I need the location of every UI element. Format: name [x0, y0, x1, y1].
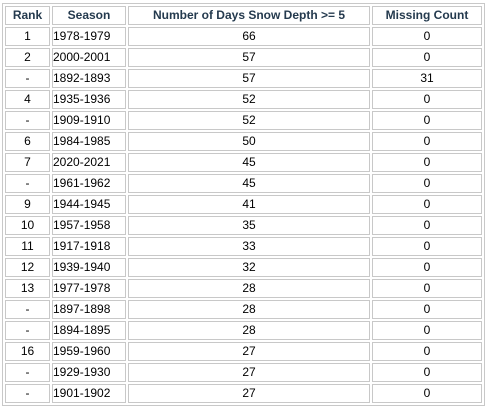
- rank-cell: -: [5, 300, 50, 319]
- days-cell: 45: [128, 153, 370, 172]
- results-table-container: Rank Season Number of Days Snow Depth >=…: [2, 3, 485, 406]
- days-cell: 57: [128, 69, 370, 88]
- missing-count-cell: 31: [372, 69, 482, 88]
- days-cell: 27: [128, 342, 370, 361]
- rank-cell: 10: [5, 216, 50, 235]
- missing-count-cell: 0: [372, 279, 482, 298]
- days-cell: 28: [128, 279, 370, 298]
- column-header-days[interactable]: Number of Days Snow Depth >= 5: [128, 6, 370, 25]
- missing-count-cell: 0: [372, 90, 482, 109]
- rank-cell: 12: [5, 258, 50, 277]
- rank-cell: -: [5, 111, 50, 130]
- rank-cell: -: [5, 174, 50, 193]
- season-cell: 1939-1940: [52, 258, 126, 277]
- rank-cell: -: [5, 321, 50, 340]
- season-cell: 1957-1958: [52, 216, 126, 235]
- table-row: 16 1959-1960 27 0: [5, 342, 482, 361]
- table-row: - 1961-1962 45 0: [5, 174, 482, 193]
- days-cell: 66: [128, 27, 370, 46]
- snow-depth-results-table: Rank Season Number of Days Snow Depth >=…: [2, 3, 485, 406]
- table-row: 10 1957-1958 35 0: [5, 216, 482, 235]
- table-row: 4 1935-1936 52 0: [5, 90, 482, 109]
- table-header-row: Rank Season Number of Days Snow Depth >=…: [5, 6, 482, 25]
- days-cell: 33: [128, 237, 370, 256]
- days-cell: 27: [128, 363, 370, 382]
- days-cell: 52: [128, 111, 370, 130]
- column-header-missing-count[interactable]: Missing Count: [372, 6, 482, 25]
- season-cell: 2000-2001: [52, 48, 126, 67]
- table-row: 9 1944-1945 41 0: [5, 195, 482, 214]
- season-cell: 1984-1985: [52, 132, 126, 151]
- table-row: 13 1977-1978 28 0: [5, 279, 482, 298]
- table-row: 11 1917-1918 33 0: [5, 237, 482, 256]
- missing-count-cell: 0: [372, 27, 482, 46]
- season-cell: 1894-1895: [52, 321, 126, 340]
- days-cell: 50: [128, 132, 370, 151]
- season-cell: 2020-2021: [52, 153, 126, 172]
- days-cell: 52: [128, 90, 370, 109]
- missing-count-cell: 0: [372, 132, 482, 151]
- missing-count-cell: 0: [372, 384, 482, 403]
- missing-count-cell: 0: [372, 111, 482, 130]
- season-cell: 1901-1902: [52, 384, 126, 403]
- rank-cell: 6: [5, 132, 50, 151]
- missing-count-cell: 0: [372, 258, 482, 277]
- missing-count-cell: 0: [372, 48, 482, 67]
- season-cell: 1977-1978: [52, 279, 126, 298]
- season-cell: 1917-1918: [52, 237, 126, 256]
- season-cell: 1961-1962: [52, 174, 126, 193]
- table-row: 1 1978-1979 66 0: [5, 27, 482, 46]
- days-cell: 35: [128, 216, 370, 235]
- missing-count-cell: 0: [372, 195, 482, 214]
- rank-cell: 1: [5, 27, 50, 46]
- missing-count-cell: 0: [372, 321, 482, 340]
- season-cell: 1929-1930: [52, 363, 126, 382]
- days-cell: 27: [128, 384, 370, 403]
- table-row: - 1897-1898 28 0: [5, 300, 482, 319]
- rank-cell: -: [5, 363, 50, 382]
- rank-cell: 13: [5, 279, 50, 298]
- missing-count-cell: 0: [372, 216, 482, 235]
- days-cell: 41: [128, 195, 370, 214]
- days-cell: 28: [128, 321, 370, 340]
- rank-cell: -: [5, 384, 50, 403]
- rank-cell: 11: [5, 237, 50, 256]
- season-cell: 1935-1936: [52, 90, 126, 109]
- column-header-season[interactable]: Season: [52, 6, 126, 25]
- rank-cell: 4: [5, 90, 50, 109]
- table-row: - 1901-1902 27 0: [5, 384, 482, 403]
- season-cell: 1978-1979: [52, 27, 126, 46]
- missing-count-cell: 0: [372, 342, 482, 361]
- season-cell: 1944-1945: [52, 195, 126, 214]
- days-cell: 28: [128, 300, 370, 319]
- table-row: 2 2000-2001 57 0: [5, 48, 482, 67]
- table-row: 12 1939-1940 32 0: [5, 258, 482, 277]
- season-cell: 1897-1898: [52, 300, 126, 319]
- days-cell: 45: [128, 174, 370, 193]
- table-row: 7 2020-2021 45 0: [5, 153, 482, 172]
- missing-count-cell: 0: [372, 153, 482, 172]
- missing-count-cell: 0: [372, 300, 482, 319]
- rank-cell: 7: [5, 153, 50, 172]
- season-cell: 1959-1960: [52, 342, 126, 361]
- rank-cell: 16: [5, 342, 50, 361]
- missing-count-cell: 0: [372, 363, 482, 382]
- season-cell: 1892-1893: [52, 69, 126, 88]
- column-header-rank[interactable]: Rank: [5, 6, 50, 25]
- table-row: - 1892-1893 57 31: [5, 69, 482, 88]
- rank-cell: 2: [5, 48, 50, 67]
- missing-count-cell: 0: [372, 174, 482, 193]
- rank-cell: -: [5, 69, 50, 88]
- table-row: 6 1984-1985 50 0: [5, 132, 482, 151]
- table-row: - 1909-1910 52 0: [5, 111, 482, 130]
- season-cell: 1909-1910: [52, 111, 126, 130]
- rank-cell: 9: [5, 195, 50, 214]
- missing-count-cell: 0: [372, 237, 482, 256]
- table-row: - 1894-1895 28 0: [5, 321, 482, 340]
- days-cell: 57: [128, 48, 370, 67]
- days-cell: 32: [128, 258, 370, 277]
- table-row: - 1929-1930 27 0: [5, 363, 482, 382]
